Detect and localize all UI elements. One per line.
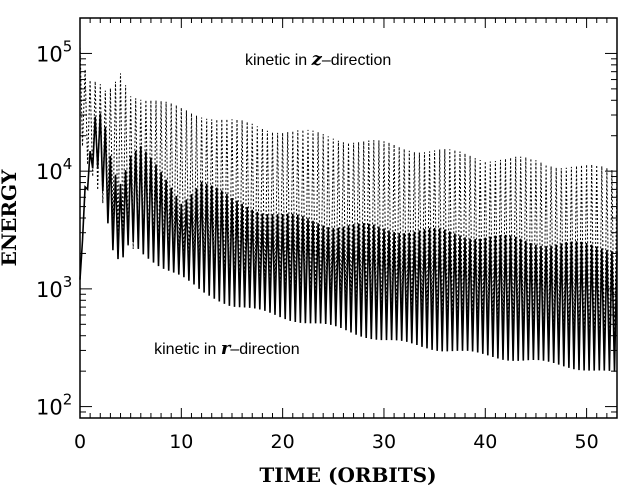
label-layer: 0 10 20 30 40 50 102 103 104 105 (36, 37, 599, 453)
x-tick-label: 30 (372, 431, 396, 453)
x-axis-title: TIME (ORBITS) (259, 463, 436, 487)
series-line-z-direction (79, 43, 618, 356)
x-tick-label: 40 (473, 431, 497, 453)
y-tick-label: 104 (36, 155, 72, 184)
y-tick-label: 103 (36, 273, 72, 302)
series-line-r-direction (79, 113, 618, 372)
x-tick-label: 0 (74, 431, 86, 453)
annotation-layer: kinetic in z–direction kinetic in r–direc… (154, 49, 391, 359)
y-tick-label: 105 (36, 37, 72, 66)
series-layer (79, 43, 618, 372)
y-tick-label: 102 (36, 391, 72, 420)
annotation-r-direction: kinetic in r–direction (154, 338, 300, 359)
x-tick-label: 20 (271, 431, 295, 453)
y-axis-title: ENERGY (0, 169, 21, 266)
tick-layer (79, 17, 618, 419)
x-tick-label: 50 (575, 431, 599, 453)
annotation-z-direction: kinetic in z–direction (245, 49, 391, 70)
x-tick-label: 10 (169, 431, 193, 453)
